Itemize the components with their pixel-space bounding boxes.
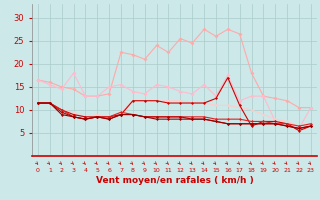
X-axis label: Vent moyen/en rafales ( km/h ): Vent moyen/en rafales ( km/h ) (96, 176, 253, 185)
